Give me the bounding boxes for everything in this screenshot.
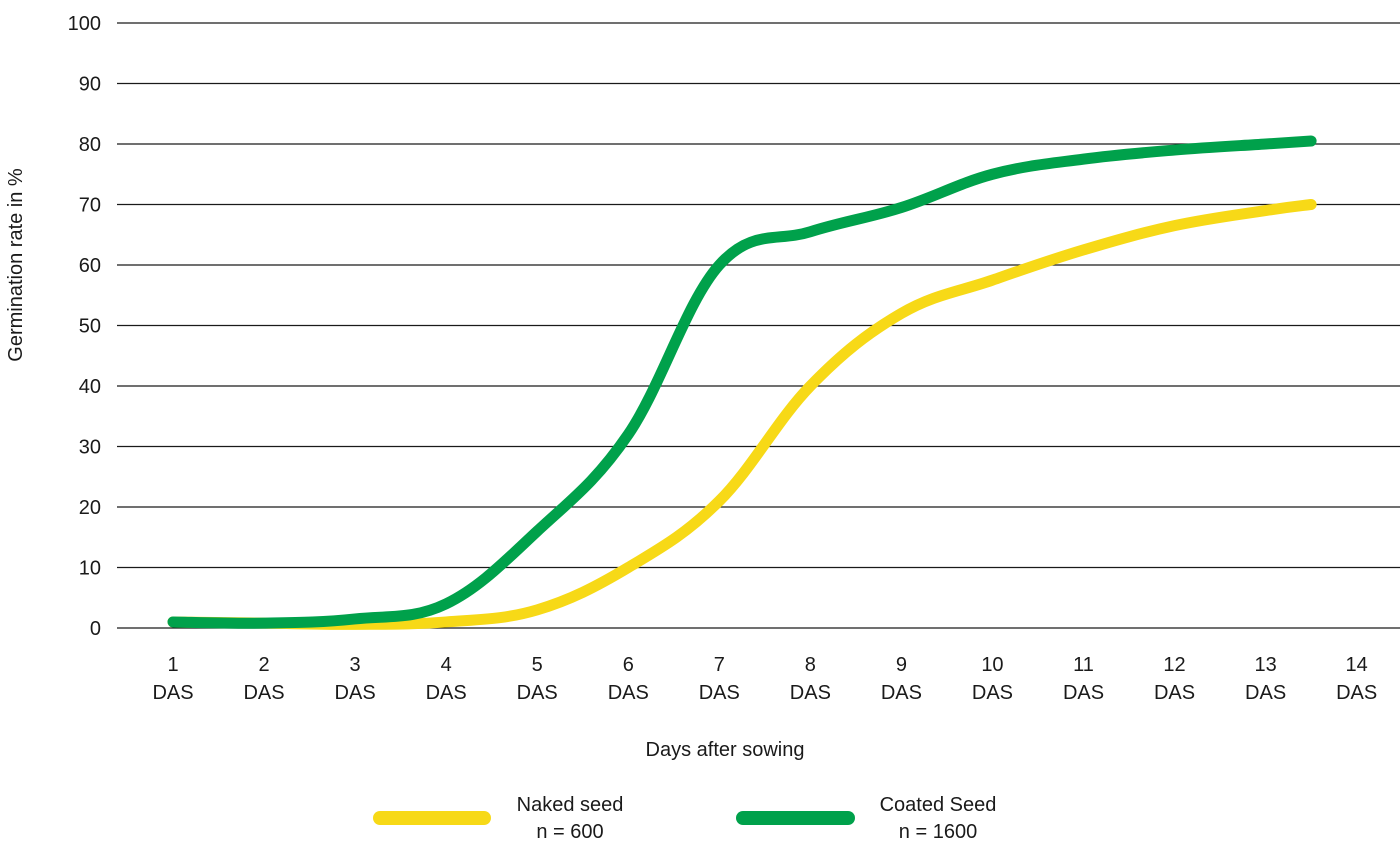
series-line-naked-seed	[167, 199, 1317, 630]
y-tick-label: 70	[79, 195, 101, 217]
y-tick-label: 100	[68, 13, 101, 35]
series-lines	[167, 135, 1317, 630]
x-tick-label: 12 DAS	[1154, 654, 1195, 704]
x-tick-label: 1 DAS	[152, 654, 193, 704]
x-tick-number: 2	[258, 654, 269, 676]
legend: Naked seed n = 600 Coated Seed n = 1600	[373, 794, 997, 843]
x-tick-number: 12	[1163, 654, 1185, 676]
x-tick-label: 9 DAS	[881, 654, 922, 704]
x-tick-label: 11 DAS	[1063, 654, 1104, 704]
x-tick-number: 13	[1254, 654, 1276, 676]
y-tick-label: 40	[79, 376, 101, 398]
y-tick-label: 30	[79, 437, 101, 459]
x-tick-label: 3 DAS	[335, 654, 376, 704]
y-tick-label: 0	[90, 618, 101, 640]
x-tick-number: 11	[1073, 654, 1094, 676]
legend-sublabel-coated-seed: n = 1600	[899, 821, 977, 843]
x-tick-unit: DAS	[699, 682, 740, 704]
legend-label-naked-seed: Naked seed	[517, 794, 624, 816]
x-tick-label: 2 DAS	[243, 654, 284, 704]
x-tick-unit: DAS	[1336, 682, 1377, 704]
x-tick-number: 14	[1346, 654, 1368, 676]
x-tick-label: 14 DAS	[1336, 654, 1377, 704]
x-tick-unit: DAS	[152, 682, 193, 704]
x-tick-unit: DAS	[335, 682, 376, 704]
x-tick-unit: DAS	[1063, 682, 1104, 704]
x-tick-label: 7 DAS	[699, 654, 740, 704]
y-tick-label: 10	[79, 558, 101, 580]
x-tick-unit: DAS	[517, 682, 558, 704]
gridlines	[117, 22, 1400, 629]
y-tick-label: 60	[79, 255, 101, 277]
y-tick-label: 50	[79, 316, 101, 338]
x-tick-number: 10	[981, 654, 1003, 676]
x-tick-unit: DAS	[1154, 682, 1195, 704]
x-tick-number: 6	[623, 654, 634, 676]
x-tick-number: 9	[896, 654, 907, 676]
x-tick-label: 8 DAS	[790, 654, 831, 704]
series-line-coated-seed	[167, 135, 1317, 629]
legend-sublabel-naked-seed: n = 600	[536, 821, 603, 843]
x-tick-number: 3	[350, 654, 361, 676]
x-tick-label: 4 DAS	[426, 654, 467, 704]
x-tick-number: 4	[441, 654, 452, 676]
y-axis-label: Germination rate in %	[5, 168, 27, 362]
y-tick-label: 20	[79, 497, 101, 519]
x-tick-number: 1	[167, 654, 178, 676]
x-tick-unit: DAS	[243, 682, 284, 704]
x-axis-ticks: 1 DAS 2 DAS 3 DAS 4 DAS 5 DAS 6 DAS 7 DAS 8 DAS 9 DAS 10 DA…	[152, 654, 1377, 704]
x-tick-number: 5	[532, 654, 543, 676]
x-tick-label: 13 DAS	[1245, 654, 1286, 704]
y-axis-ticks: 0 10 20 30 40 50 60 70 80 90 100	[68, 13, 101, 640]
x-tick-unit: DAS	[790, 682, 831, 704]
x-tick-number: 7	[714, 654, 725, 676]
x-tick-unit: DAS	[1245, 682, 1286, 704]
y-tick-label: 90	[79, 74, 101, 96]
y-tick-label: 80	[79, 134, 101, 156]
x-tick-label: 10 DAS	[972, 654, 1013, 704]
legend-label-coated-seed: Coated Seed	[880, 794, 997, 816]
x-tick-unit: DAS	[881, 682, 922, 704]
x-tick-unit: DAS	[608, 682, 649, 704]
x-tick-label: 6 DAS	[608, 654, 649, 704]
x-tick-number: 8	[805, 654, 816, 676]
x-axis-label: Days after sowing	[646, 739, 805, 761]
x-tick-unit: DAS	[972, 682, 1013, 704]
x-tick-unit: DAS	[426, 682, 467, 704]
x-tick-label: 5 DAS	[517, 654, 558, 704]
